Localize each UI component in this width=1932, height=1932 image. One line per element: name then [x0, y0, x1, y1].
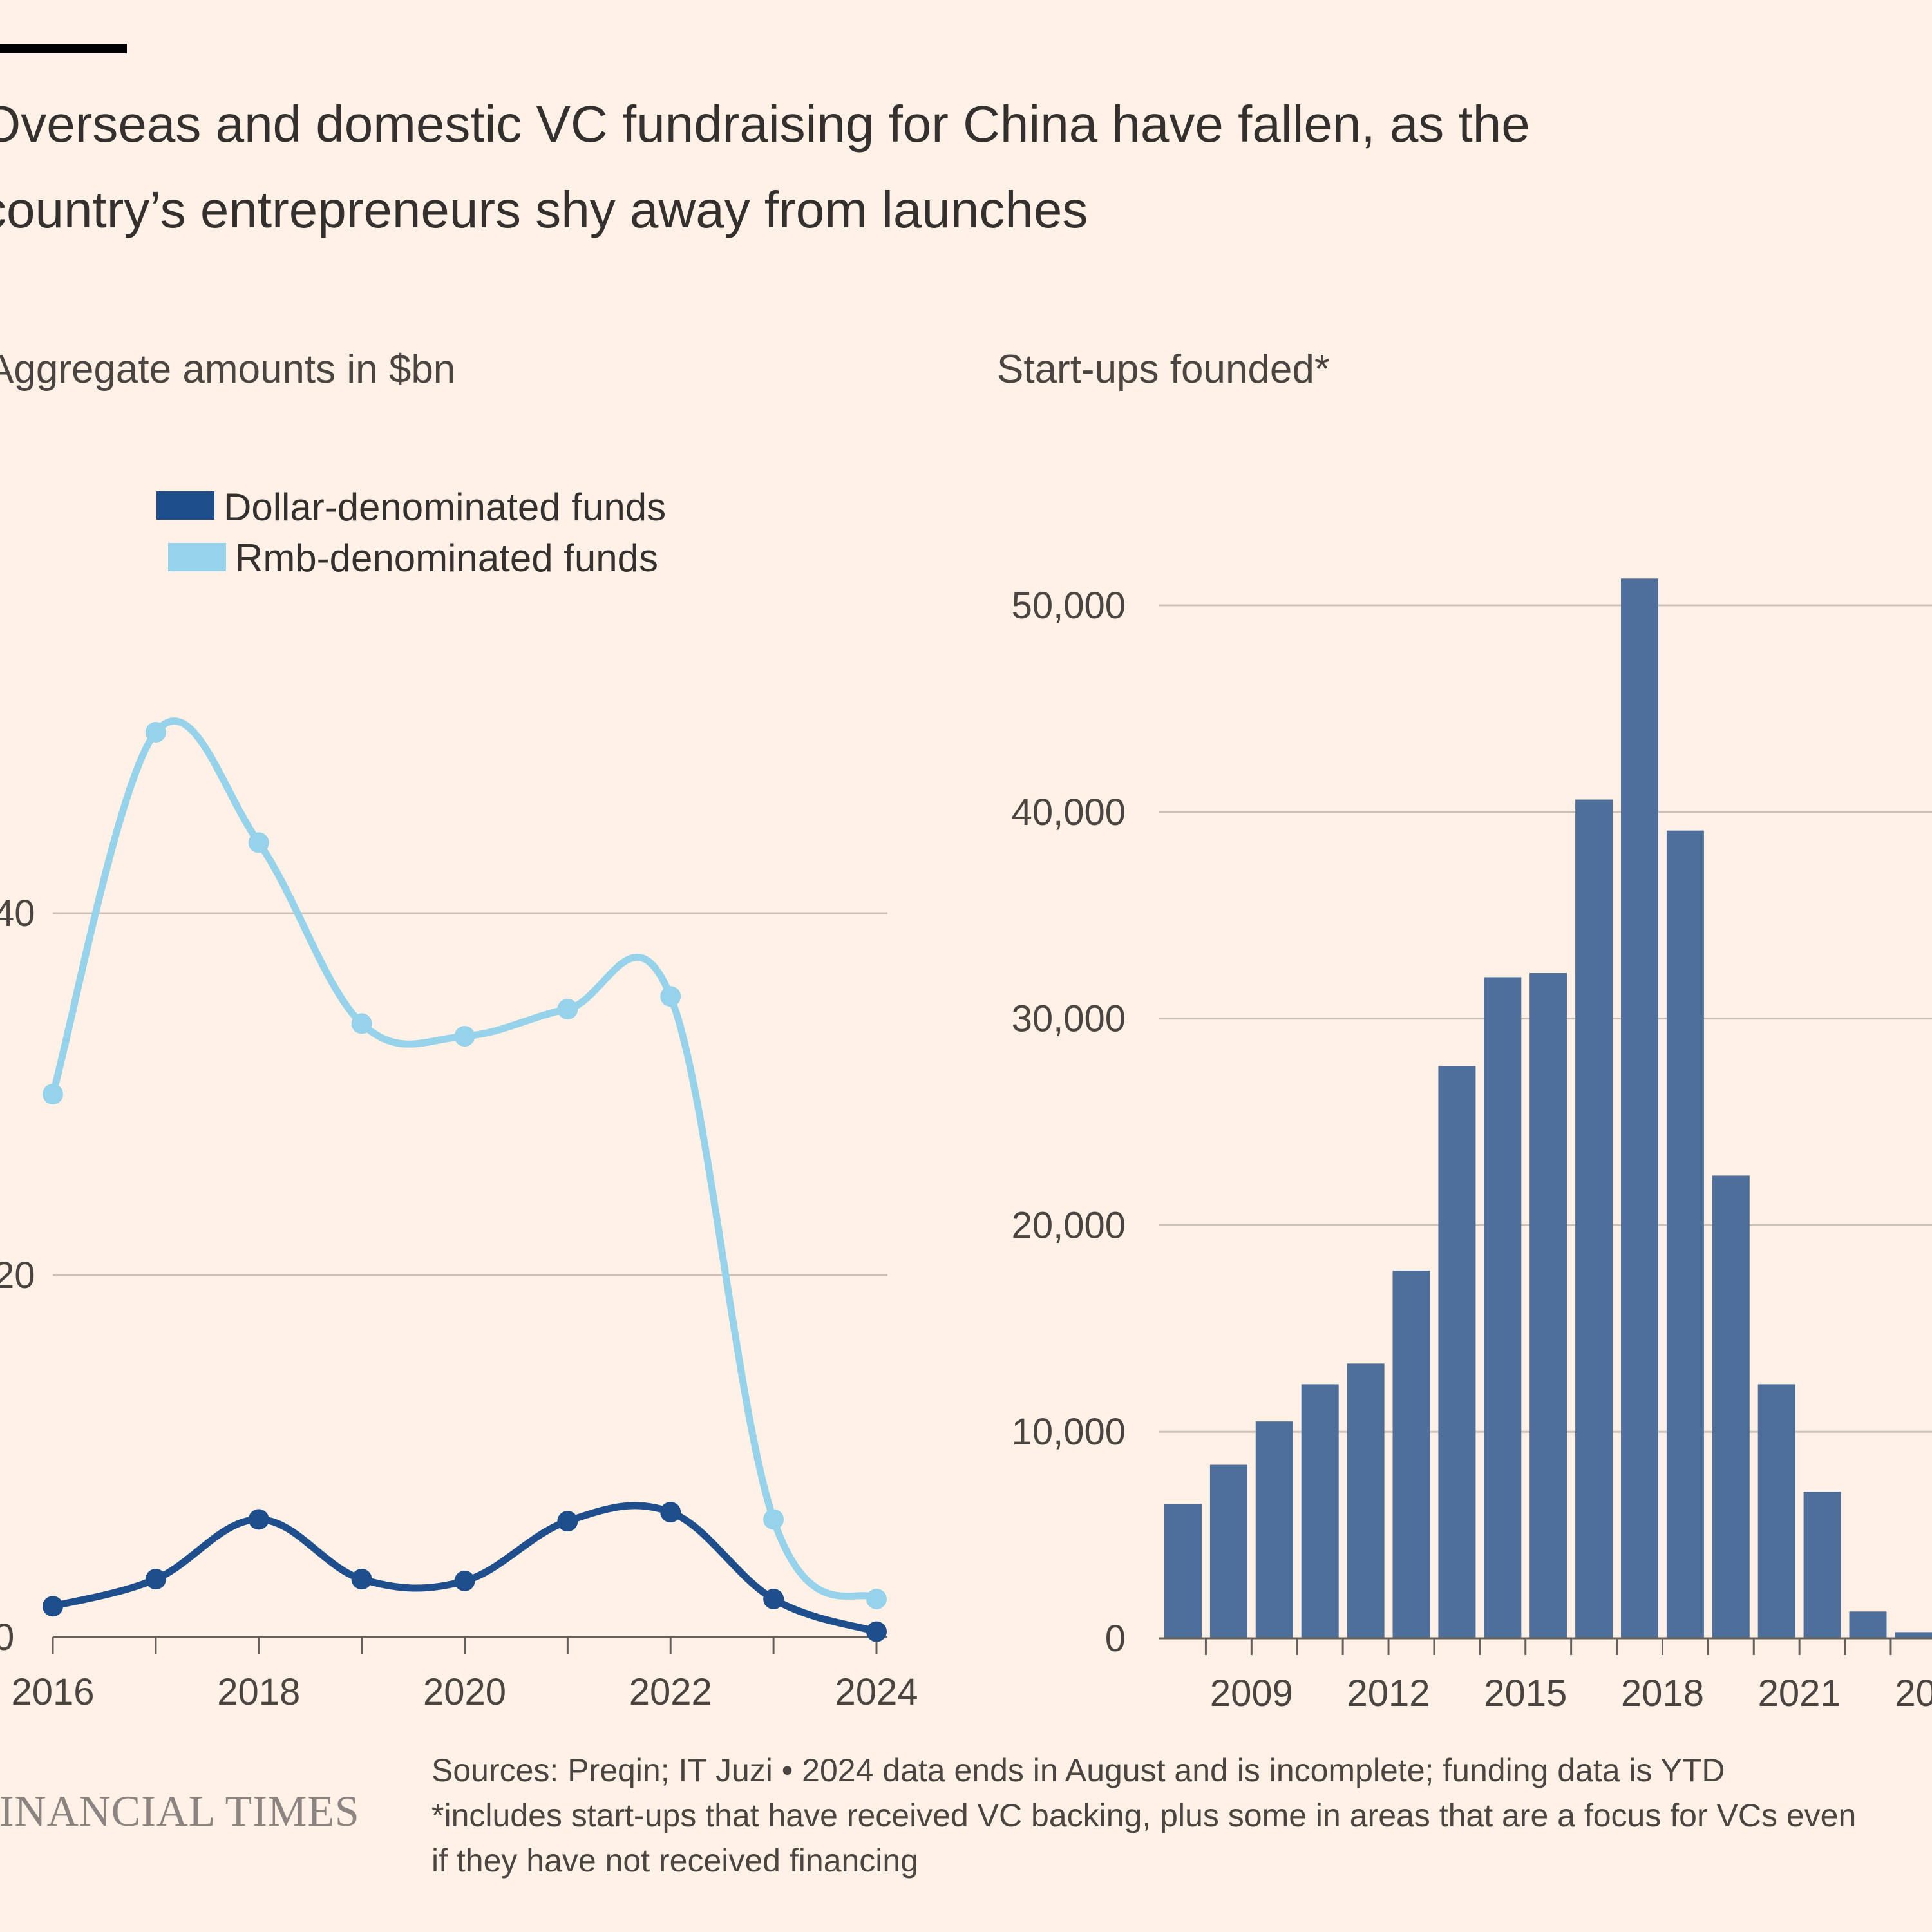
legend-label-dollar: Dollar-denominated funds	[223, 486, 666, 529]
headline-line-1: Overseas and domestic VC fundraising for…	[0, 95, 1530, 153]
data-point-rmb	[660, 986, 681, 1007]
data-point-dollar	[43, 1596, 63, 1617]
bar-x-tick-label: 2018	[1621, 1672, 1704, 1714]
data-point-dollar	[557, 1511, 578, 1532]
line-chart-points	[43, 722, 887, 1642]
data-point-rmb	[866, 1588, 887, 1609]
bar-2013	[1392, 1270, 1430, 1638]
data-point-dollar	[763, 1588, 784, 1609]
line-x-tick-label: 2016	[11, 1671, 94, 1713]
bar-x-tick-label: 2009	[1210, 1672, 1293, 1714]
line-x-tick-label: 2024	[835, 1671, 918, 1713]
bar-chart-subtitle: Start-ups founded*	[997, 347, 1330, 392]
source-text: Sources: Preqin; IT Juzi • 2024 data end…	[431, 1752, 1725, 1788]
brand-accent-bar	[0, 44, 127, 53]
bar-2023	[1849, 1611, 1887, 1638]
data-point-rmb	[145, 722, 166, 743]
line-chart-subtitle: Aggregate amounts in $bn	[0, 347, 455, 392]
bar-2011	[1301, 1384, 1339, 1638]
line-chart-x-axis: 2016 2018 2020 2022 2024	[11, 1636, 918, 1713]
legend: Dollar-denominated funds Rmb-denominated…	[156, 486, 666, 580]
bar-chart-gridlines: 0 10,000 20,000 30,000 40,000 50,000	[1012, 585, 1932, 1660]
data-point-dollar	[660, 1502, 681, 1523]
line-y-tick-label: 0	[0, 1616, 14, 1658]
bar-2019	[1666, 830, 1704, 1638]
bar-x-tick-label: 2015	[1484, 1672, 1567, 1714]
bar-2017	[1575, 799, 1613, 1638]
footnote-line-2: if they have not received financing	[431, 1842, 918, 1879]
bar-2012	[1347, 1363, 1385, 1638]
bar-chart-bars	[1164, 578, 1932, 1638]
data-point-rmb	[351, 1013, 372, 1034]
bar-y-tick-label: 40,000	[1012, 791, 1126, 833]
ft-brand-logo: FINANCIAL TIMES	[0, 1786, 360, 1835]
bar-y-tick-label: 20,000	[1012, 1204, 1126, 1246]
line-x-tick-label: 2018	[217, 1671, 300, 1713]
legend-swatch-dollar	[156, 491, 214, 520]
bar-2014	[1438, 1066, 1476, 1638]
line-x-tick-label: 2020	[423, 1671, 506, 1713]
bar-2015	[1484, 977, 1522, 1638]
bar-2024	[1895, 1632, 1932, 1638]
line-y-tick-label: 40	[0, 893, 35, 934]
bar-2010	[1255, 1421, 1293, 1638]
bar-2020	[1712, 1175, 1750, 1638]
bar-chart-x-axis: 2009 2012 2015 2018 2021 2024	[1159, 1637, 1932, 1714]
bar-x-tick-label: 2012	[1347, 1672, 1430, 1714]
bar-x-tick-label: 2024	[1895, 1672, 1932, 1714]
data-point-rmb	[248, 832, 269, 853]
legend-label-rmb: Rmb-denominated funds	[235, 536, 658, 580]
data-point-rmb	[557, 998, 578, 1019]
bar-2009	[1209, 1464, 1247, 1638]
bar-y-tick-label: 50,000	[1012, 585, 1126, 627]
data-point-rmb	[454, 1026, 475, 1047]
bar-2008	[1164, 1504, 1202, 1638]
data-point-rmb	[43, 1084, 63, 1104]
data-point-dollar	[454, 1570, 475, 1591]
bar-x-tick-label: 2021	[1758, 1672, 1841, 1714]
bar-y-tick-label: 10,000	[1012, 1411, 1126, 1453]
bar-y-tick-label: 0	[1105, 1618, 1126, 1660]
headline-line-2: country’s entrepreneurs shy away from la…	[0, 181, 1088, 238]
data-point-dollar	[145, 1569, 166, 1590]
line-y-tick-label: 20	[0, 1255, 35, 1296]
data-point-dollar	[248, 1509, 269, 1530]
data-point-rmb	[763, 1509, 784, 1530]
data-point-dollar	[866, 1621, 887, 1642]
data-point-dollar	[351, 1569, 372, 1590]
bar-2016	[1530, 973, 1567, 1638]
bar-2022	[1803, 1492, 1841, 1638]
legend-swatch-rmb	[168, 543, 226, 571]
line-chart-gridlines: 0 20 40	[0, 893, 887, 1658]
bar-y-tick-label: 30,000	[1012, 998, 1126, 1040]
bar-2021	[1757, 1384, 1795, 1638]
bar-2018	[1621, 578, 1658, 1638]
footnote-line-1: *includes start-ups that have received V…	[431, 1797, 1856, 1833]
line-x-tick-label: 2022	[629, 1671, 712, 1713]
